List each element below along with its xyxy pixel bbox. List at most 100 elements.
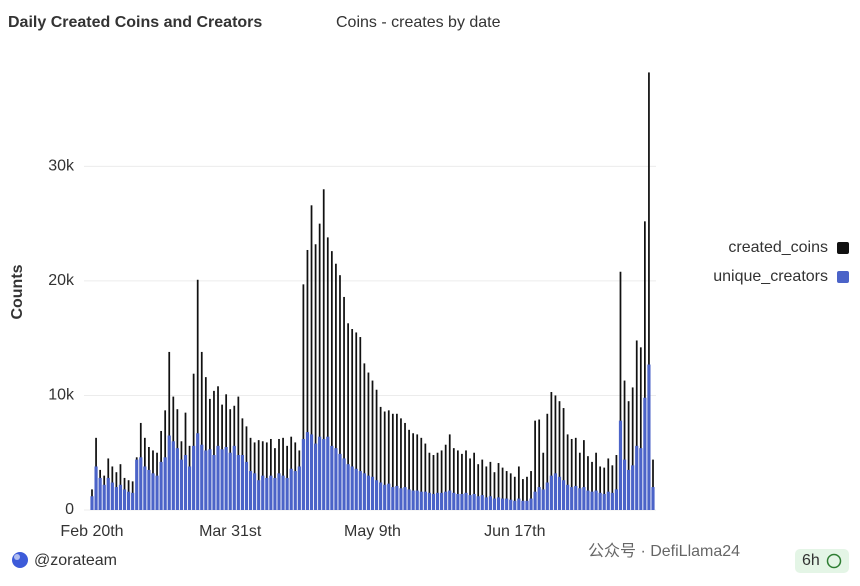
bar — [342, 458, 346, 510]
x-tick-label: Feb 20th — [60, 523, 123, 540]
bar — [363, 363, 366, 510]
bar — [302, 284, 305, 510]
bar — [314, 244, 317, 510]
bar — [367, 372, 370, 510]
bar — [281, 475, 285, 510]
bar — [314, 443, 318, 510]
bar — [622, 459, 627, 510]
bar — [435, 492, 440, 510]
bar — [387, 410, 390, 510]
bar — [496, 497, 501, 510]
bar — [480, 495, 484, 510]
bar — [427, 492, 431, 510]
bar — [501, 467, 504, 510]
bar — [497, 463, 500, 510]
bar — [521, 500, 525, 510]
avatar-shine — [14, 554, 20, 560]
bar — [452, 492, 456, 510]
bar — [513, 476, 516, 510]
bar — [155, 475, 159, 510]
bar — [310, 205, 313, 511]
bar — [269, 438, 272, 510]
bar — [477, 464, 480, 510]
bar — [643, 397, 647, 510]
bar — [297, 466, 301, 510]
bar — [590, 491, 594, 510]
bar — [481, 459, 484, 510]
bar — [396, 413, 398, 510]
bar — [305, 432, 310, 510]
bar — [493, 472, 496, 510]
bar — [253, 473, 257, 510]
chart-title: Daily Created Coins and Creators — [8, 14, 262, 31]
bar — [257, 480, 261, 510]
bar — [598, 492, 602, 510]
bar — [375, 389, 378, 510]
bar — [558, 401, 561, 510]
bar — [168, 351, 171, 510]
bar — [347, 323, 349, 510]
legend-swatch — [837, 242, 849, 254]
bar — [587, 456, 589, 510]
bar — [562, 408, 565, 510]
bar — [607, 458, 610, 510]
bar — [143, 466, 147, 510]
bar — [578, 488, 582, 510]
bar — [187, 466, 192, 510]
bar — [338, 453, 342, 510]
bar — [269, 475, 273, 510]
bar — [359, 337, 362, 510]
bar — [431, 493, 436, 510]
account-name[interactable]: @zorateam — [34, 552, 117, 569]
bar — [522, 479, 524, 510]
bar — [509, 473, 512, 510]
bar — [350, 466, 354, 510]
bar — [196, 433, 200, 510]
bar — [383, 484, 387, 510]
y-tick-label: 10k — [48, 387, 75, 404]
refresh-interval: 6h — [802, 552, 820, 569]
bar — [501, 498, 505, 510]
bar — [237, 396, 240, 510]
bar — [476, 496, 480, 510]
bar — [554, 395, 557, 510]
bar — [627, 469, 631, 510]
bar — [415, 490, 419, 510]
bar — [436, 452, 439, 510]
bar — [530, 471, 532, 510]
bar — [240, 455, 244, 510]
bar — [651, 487, 655, 510]
bar — [322, 189, 325, 511]
bar — [505, 471, 508, 510]
bar — [371, 380, 374, 510]
bar — [611, 465, 614, 510]
bar — [635, 340, 638, 510]
bar — [355, 332, 358, 510]
bar — [603, 467, 606, 510]
bar — [224, 447, 228, 510]
bar — [400, 418, 402, 510]
bar — [591, 461, 593, 510]
bar — [595, 452, 597, 510]
bar — [505, 498, 509, 510]
bar — [204, 377, 207, 510]
bar — [631, 387, 634, 510]
bar — [404, 422, 406, 510]
bar — [106, 477, 110, 510]
bar — [472, 493, 476, 510]
bar — [411, 490, 415, 510]
bar — [220, 449, 224, 510]
bar — [492, 498, 497, 510]
bar — [570, 438, 573, 510]
bar — [526, 476, 528, 510]
bar — [200, 444, 204, 510]
bar — [228, 452, 232, 510]
bar — [464, 492, 468, 510]
bar — [387, 483, 391, 510]
bar — [265, 477, 269, 510]
bar — [322, 438, 326, 510]
bar — [175, 448, 179, 510]
bar — [335, 263, 337, 510]
bar — [465, 450, 467, 510]
